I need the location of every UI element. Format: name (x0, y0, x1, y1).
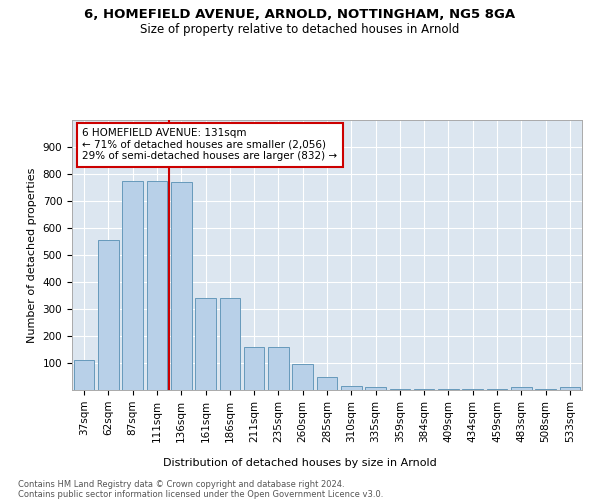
Bar (220, 298, 240, 390)
Bar (389, 388, 410, 390)
Text: Contains HM Land Registry data © Crown copyright and database right 2024.
Contai: Contains HM Land Registry data © Crown c… (18, 480, 383, 500)
Bar (463, 388, 483, 390)
Bar (171, 182, 191, 390)
Bar (195, 298, 216, 390)
Bar (341, 386, 362, 390)
Bar (535, 388, 556, 390)
Bar (365, 388, 386, 390)
Text: Size of property relative to detached houses in Arnold: Size of property relative to detached ho… (140, 22, 460, 36)
Bar (414, 388, 434, 390)
Bar (74, 360, 94, 390)
Bar (98, 240, 119, 390)
Bar (511, 388, 532, 390)
Bar (268, 347, 289, 390)
Bar (438, 388, 459, 390)
Text: 6, HOMEFIELD AVENUE, ARNOLD, NOTTINGHAM, NG5 8GA: 6, HOMEFIELD AVENUE, ARNOLD, NOTTINGHAM,… (85, 8, 515, 20)
Bar (292, 364, 313, 390)
Text: 6 HOMEFIELD AVENUE: 131sqm
← 71% of detached houses are smaller (2,056)
29% of s: 6 HOMEFIELD AVENUE: 131sqm ← 71% of deta… (82, 128, 337, 162)
Bar (487, 388, 508, 390)
Text: Distribution of detached houses by size in Arnold: Distribution of detached houses by size … (163, 458, 437, 468)
Bar (317, 376, 337, 390)
Y-axis label: Number of detached properties: Number of detached properties (27, 168, 37, 342)
Bar (244, 347, 265, 390)
Bar (122, 180, 143, 390)
Bar (146, 180, 167, 390)
Bar (560, 388, 580, 390)
